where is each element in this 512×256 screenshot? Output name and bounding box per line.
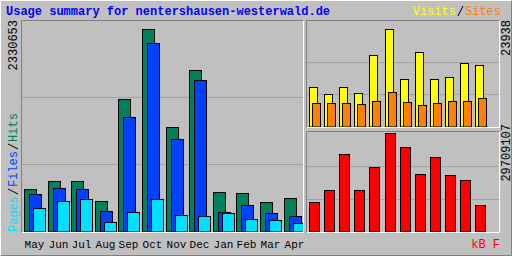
bars bbox=[310, 30, 487, 128]
legend-entry: Sites bbox=[465, 5, 501, 19]
tick-label: 29709107 bbox=[500, 124, 512, 182]
bar bbox=[105, 222, 117, 232]
legend-entry: Hits bbox=[7, 113, 21, 142]
bevel bbox=[1, 1, 512, 256]
category-label: Jun bbox=[49, 239, 69, 251]
bar bbox=[389, 93, 397, 127]
bar bbox=[386, 134, 396, 233]
bar bbox=[34, 208, 46, 232]
plot-area bbox=[21, 20, 303, 232]
legend-entry: Visits bbox=[413, 5, 456, 19]
legend: Visits Sites bbox=[413, 5, 501, 19]
bar bbox=[223, 214, 235, 232]
grid-line bbox=[307, 62, 499, 63]
bar bbox=[310, 202, 320, 232]
bar bbox=[340, 155, 350, 232]
category-label: Nov bbox=[167, 239, 187, 251]
grid-line bbox=[22, 164, 303, 165]
bar bbox=[325, 190, 335, 232]
chart: 2330653 May JunJul AugSep Oct NovDec JanFeb Mar… bbox=[0, 0, 512, 256]
bar bbox=[431, 157, 441, 232]
bar bbox=[58, 201, 70, 232]
legend-entry: Files bbox=[7, 151, 21, 187]
legend-entry: kB F bbox=[471, 238, 500, 252]
bar bbox=[128, 212, 140, 232]
bar bbox=[358, 105, 366, 127]
bar bbox=[370, 167, 380, 232]
legend: kB F bbox=[471, 238, 500, 252]
separator bbox=[8, 144, 18, 149]
legend: Pages Files Hits bbox=[7, 113, 21, 232]
bar bbox=[434, 104, 442, 127]
bar bbox=[446, 176, 456, 232]
bar bbox=[246, 220, 258, 232]
bar bbox=[294, 224, 304, 232]
bar bbox=[152, 199, 164, 232]
background bbox=[0, 0, 512, 256]
plot-area bbox=[306, 20, 499, 127]
category-label: Jan bbox=[214, 239, 234, 251]
bars bbox=[25, 30, 304, 233]
category-label: Sep bbox=[119, 239, 139, 251]
tick-label: 2330653 bbox=[7, 20, 21, 70]
bar bbox=[373, 101, 381, 127]
bar bbox=[343, 104, 351, 127]
category-label: Dec bbox=[190, 239, 210, 251]
bars bbox=[310, 134, 486, 233]
bevel bbox=[307, 21, 500, 128]
separator bbox=[8, 189, 18, 194]
category-label: Aug bbox=[96, 239, 116, 251]
bar bbox=[176, 216, 188, 232]
bevel bbox=[307, 21, 500, 128]
grid-line bbox=[22, 97, 303, 98]
bar bbox=[461, 180, 471, 232]
bar bbox=[313, 104, 321, 127]
legend-entry: Pages bbox=[7, 196, 21, 232]
bar bbox=[476, 206, 486, 232]
bevel bbox=[22, 21, 304, 233]
category-label: Oct bbox=[143, 239, 163, 251]
title: Usage summary for nentershausen-westerwa… bbox=[6, 5, 330, 19]
category-label: May bbox=[25, 239, 45, 251]
bar bbox=[81, 199, 93, 232]
bar bbox=[416, 175, 426, 232]
category-label: Jul bbox=[72, 239, 92, 251]
bevel bbox=[307, 132, 500, 233]
bar bbox=[401, 147, 411, 232]
bar bbox=[328, 104, 336, 127]
bar bbox=[404, 102, 412, 127]
bar bbox=[479, 98, 487, 127]
bar bbox=[199, 216, 211, 232]
category-label: Apr bbox=[285, 239, 305, 251]
tick-label: 23938 bbox=[500, 20, 512, 56]
category-label: Mar bbox=[261, 239, 281, 251]
bevel bbox=[1, 1, 512, 256]
separator bbox=[458, 6, 463, 16]
bevel bbox=[22, 21, 304, 233]
plot-area bbox=[306, 131, 499, 232]
bar bbox=[449, 101, 457, 127]
bar bbox=[419, 105, 427, 127]
bar bbox=[270, 220, 282, 232]
bar bbox=[464, 101, 472, 127]
bar bbox=[195, 81, 207, 232]
category-label: Feb bbox=[237, 239, 257, 251]
bar bbox=[355, 190, 365, 232]
bevel bbox=[307, 132, 500, 233]
